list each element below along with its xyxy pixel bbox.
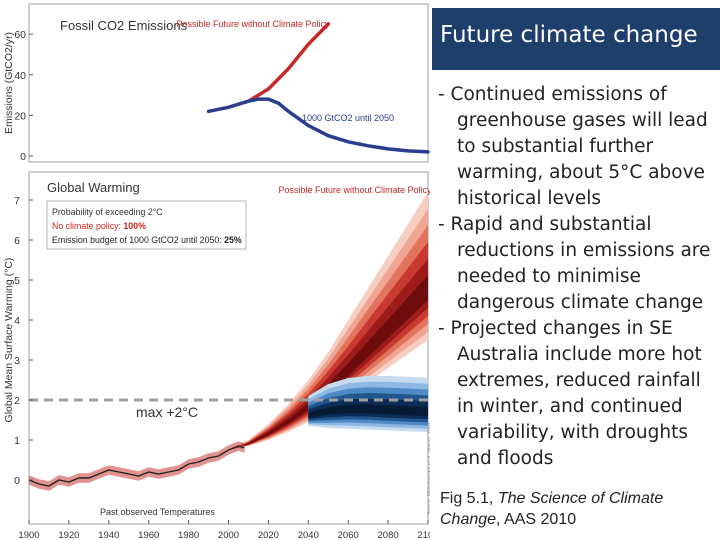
x-tick-label: 2020 xyxy=(258,530,279,540)
y-tick-label: 0 xyxy=(14,475,20,487)
bullet-item: - Rapid and substantial reductions in em… xyxy=(438,214,711,313)
no-policy-emissions-line xyxy=(246,22,331,103)
budget-uncertainty-bands xyxy=(308,376,428,432)
x-tick-label: 2040 xyxy=(298,530,319,540)
x-tick-label: 1960 xyxy=(138,530,159,540)
warming-chart: max +2°C Global Warming Global Mean Surf… xyxy=(3,171,430,540)
warming-chart-title: Global Warming xyxy=(47,180,140,195)
past-temperatures-annotation: Past observed Temperatures xyxy=(100,507,215,517)
x-tick-label: 1980 xyxy=(178,530,199,540)
x-tick-label: 1900 xyxy=(18,530,39,540)
warming-no-policy-annotation: Possible Future without Climate Policy xyxy=(278,185,430,195)
no-policy-band xyxy=(228,242,428,450)
legend-budget: Emission budget of 1000 GtCO2 until 2050… xyxy=(52,235,242,245)
x-tick-label: 2100 xyxy=(417,530,430,540)
legend-heading: Probability of exceeding 2°C xyxy=(52,207,163,217)
y-tick-label: 5 xyxy=(14,275,20,287)
y-tick-label: 4 xyxy=(14,315,20,327)
budget-band xyxy=(308,404,428,418)
y-tick-label: 3 xyxy=(14,355,20,367)
warming-budget-annotation: 1000 GtCO2 until 2050 xyxy=(303,462,395,472)
emissions-budget-annotation: 1000 GtCO2 until 2050 xyxy=(302,113,394,123)
probability-legend-box: Probability of exceeding 2°C No climate … xyxy=(46,200,247,250)
caption-source-title: The Science of Climate Change xyxy=(440,490,664,528)
x-tick-label: 2060 xyxy=(338,530,359,540)
y-tick-label: 2 xyxy=(14,395,20,407)
legend-no-policy: No climate policy: 100% xyxy=(52,221,146,231)
x-tick-label: 2080 xyxy=(378,530,399,540)
emissions-no-policy-annotation: Possible Future without Climate Policy xyxy=(176,19,330,29)
y-tick-label: 1 xyxy=(14,435,20,447)
observed-temperature-line xyxy=(28,445,245,487)
y-tick-label: 40 xyxy=(14,70,26,82)
y-tick-label: 60 xyxy=(14,29,26,41)
bullet-item: - Projected changes in SE Australia incl… xyxy=(438,318,702,469)
bullet-item: - Continued emissions of greenhouse gase… xyxy=(438,84,708,209)
climate-figure: Fossil CO2 Emissions Emissions (GtCO2/yr… xyxy=(3,3,430,540)
emissions-y-axis-label: Emissions (GtCO2/yr) xyxy=(3,32,15,134)
budget-emissions-line xyxy=(206,97,430,154)
y-tick-label: 20 xyxy=(14,110,26,122)
y-tick-label: 0 xyxy=(20,151,26,163)
bullet-list: - Continued emissions of greenhouse gase… xyxy=(438,82,718,472)
source-side-text: Source: Meinshausen et al., Nature, 2009 xyxy=(427,423,430,515)
x-tick-label: 1940 xyxy=(98,530,119,540)
warming-y-axis-label: Global Mean Surface Warming (°C) xyxy=(3,258,15,423)
slide-title: Future climate change xyxy=(440,22,698,48)
two-degree-label: max +2°C xyxy=(136,404,198,420)
y-tick-label: 7 xyxy=(14,195,20,207)
x-tick-label: 2000 xyxy=(218,530,239,540)
title-bar: Future climate change xyxy=(432,8,720,70)
emissions-chart: Fossil CO2 Emissions Emissions (GtCO2/yr… xyxy=(3,3,430,163)
emissions-chart-title: Fossil CO2 Emissions xyxy=(60,18,188,33)
y-tick-label: 6 xyxy=(14,235,20,247)
x-tick-label: 1920 xyxy=(58,530,79,540)
figure-caption: Fig 5.1, The Science of Climate Change, … xyxy=(440,490,664,528)
